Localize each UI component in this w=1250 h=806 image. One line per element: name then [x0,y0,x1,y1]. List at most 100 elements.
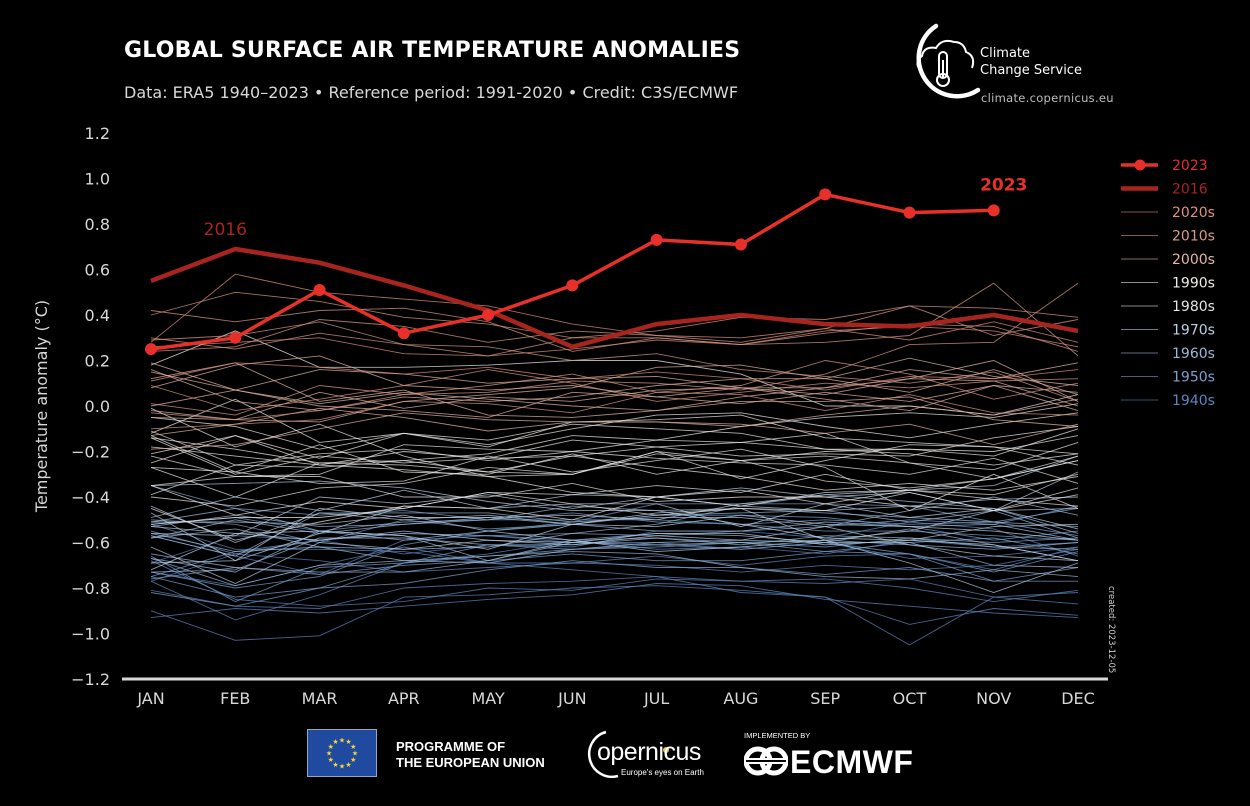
eu-star-icon: ★ [352,750,358,758]
series-line-1950s-6 [150,560,1078,607]
eu-star-icon: ★ [328,756,334,764]
legend-label: 2020s [1172,205,1215,221]
series-line-2000s-9 [150,364,1079,423]
series-line-1970s-0 [150,489,1079,530]
created-note: created: 2023-12-05 [1106,586,1116,673]
y-tick-label: 0.0 [85,397,110,416]
x-tick-feb: FEB [220,689,250,708]
eu-line1: PROGRAMME OF [396,739,506,754]
legend-item-2010s: 2010s [1121,229,1215,245]
series-line-1980s-3 [150,435,1079,512]
series-line-1960s-4 [150,528,1079,580]
series-line-2010s-5 [150,291,1079,339]
ecmwf-implemented-by: IMPLEMENTED BY [744,731,811,740]
c3s-name-line2: Change Service [980,63,1082,78]
series-line-1970s-4 [150,526,1079,584]
legend-marker [1134,159,1146,171]
legend-item-1970s: 1970s [1121,323,1215,339]
series-line-1980s-5 [150,485,1079,516]
eu-star-icon: ★ [332,761,338,769]
series-line-1980s-0 [150,444,1079,484]
y-tick-label: 1.2 [85,124,110,143]
y-tick-label: 0.2 [85,352,110,371]
x-tick-oct: OCT [893,689,927,708]
eu-star-icon: ★ [328,743,334,751]
series-line-2000s-6 [150,362,1079,418]
y-tick-label: −1.0 [71,625,110,644]
series-line-1990s-1 [150,416,1079,466]
series-line-2016 [150,246,1079,350]
series-line-1940s-7 [150,576,1079,625]
eu-programme-text: PROGRAMME OF THE EUROPEAN UNION [396,739,545,771]
series-line-1980s-6 [150,476,1079,512]
annotation-2023: 2023 [980,175,1027,195]
legend-label: 1970s [1172,323,1215,339]
legend-label: 2023 [1172,158,1208,174]
point-2023-oct [903,206,916,219]
eu-star-icon: ★ [350,743,356,751]
series-line-2000s-4 [150,360,1079,418]
point-2023-jul [650,233,663,246]
eu-star-icon: ★ [350,756,356,764]
x-tick-apr: APR [388,689,420,708]
legend-item-2023: 2023 [1121,158,1208,174]
chart-title: GLOBAL SURFACE AIR TEMPERATURE ANOMALIES [124,38,741,63]
point-2023-jun [566,279,579,292]
x-tick-jun: JUN [557,689,586,708]
footer-logos: ★ ★ ★ ★ ★ ★ ★ ★ ★ ★ ★ ★ PROGRAMME OF THE EUROPEAN U… [0,722,1250,792]
decade-lines-group [150,273,1079,646]
ecmwf-emblem-icon [744,746,788,776]
y-tick-label: 0.6 [85,261,110,280]
x-tick-nov: NOV [976,689,1011,708]
series-line-1940s-9 [150,583,1079,619]
series-line-2010s-4 [150,282,1079,416]
legend: 2023 2016 2020s 2010s 2000s 1990s 1980s 1970s 19… [1121,158,1215,409]
x-tick-aug: AUG [723,689,758,708]
series-line-1990s-8 [150,426,1079,475]
y-tick-label: 0.8 [85,215,110,234]
series-line-1980s-8 [150,430,1079,471]
series-line-1940s-0 [150,548,1079,582]
series-line-1990s-2 [150,446,1079,505]
series-line-1940s-6 [150,560,1079,607]
c3s-logo [916,23,981,99]
series-line-1950s-9 [150,530,1079,555]
series-line-2020s-1 [150,362,1079,391]
chart-subtitle: Data: ERA5 1940–2023 • Reference period:… [124,83,739,102]
series-line-1990s-3 [150,455,1079,498]
legend-label: 1940s [1172,393,1215,409]
series-line-1960s-8 [150,535,1079,573]
eu-star-icon: ★ [345,761,351,769]
y-tick-label: −0.8 [71,579,110,598]
x-tick-dec: DEC [1061,689,1095,708]
point-2023-jan [145,343,157,356]
legend-label: 1960s [1172,346,1215,362]
series-line-1940s-8 [150,585,1079,646]
eu-star-icon: ★ [339,737,345,745]
series-line-2010s-3 [150,369,1079,412]
legend-label: 2010s [1172,229,1215,245]
highlight-lines-group: 2016 2023 [145,175,1079,356]
eu-star-icon: ★ [332,738,338,746]
point-2023-mar [313,283,326,296]
series-line-1970s-6 [150,523,1079,571]
x-tick-mar: MAR [302,689,338,708]
copernicus-logo-icon [587,730,669,779]
point-2023-may [482,309,495,321]
series-line-1980s-2 [150,460,1079,525]
series-line-1990s-5 [150,398,1079,466]
series-line-1960s-9 [150,496,1079,557]
series-line-2020s-0 [150,273,1079,343]
series-line-2000s-1 [150,385,1079,421]
y-tick-label: 1.0 [85,170,110,189]
series-line-2010s-1 [150,391,1079,430]
copernicus-tagline: Europe's eyes on Earth [621,768,704,777]
y-tick-label: −0.4 [71,488,110,507]
series-line-2000s-8 [150,398,1079,437]
legend-label: 1990s [1172,276,1215,292]
series-line-2010s-2 [150,360,1079,421]
x-axis: JAN FEB MAR APR MAY JUN JUL AUG SEP OCT NOV DEC [122,677,1108,708]
point-2023-feb [229,331,242,344]
series-line-1980s-9 [150,451,1079,496]
series-line-1980s-4 [150,489,1079,541]
